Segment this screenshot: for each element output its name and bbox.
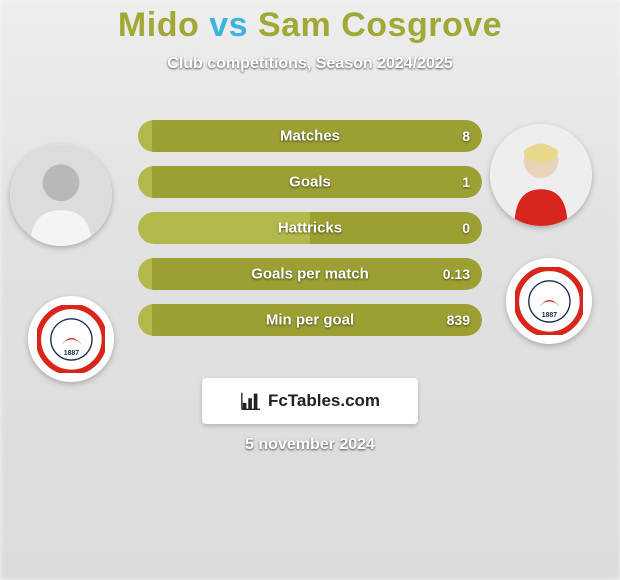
stat-row: Goals 1 — [138, 166, 482, 198]
crest-player1-svg: 1887 — [37, 305, 106, 374]
stat-row: Min per goal 839 — [138, 304, 482, 336]
stat-value-right: 839 — [447, 312, 470, 328]
site-logo-text: FcTables.com — [268, 391, 380, 411]
stat-label: Goals per match — [251, 266, 369, 283]
stat-value-right: 1 — [462, 174, 470, 190]
crest-player1: 1887 — [28, 296, 114, 382]
crest-player2-svg: 1887 — [515, 267, 584, 336]
stat-bars: Matches 8 Goals 1 Hattricks 0 Goals per match 0… — [138, 120, 482, 350]
stat-label: Min per goal — [266, 312, 354, 329]
stat-bar-left — [138, 166, 152, 198]
stat-row: Goals per match 0.13 — [138, 258, 482, 290]
content-root: Mido vs Sam Cosgrove Club competitions, … — [0, 0, 620, 580]
stat-bar-left — [138, 304, 152, 336]
avatar-player2 — [490, 124, 592, 226]
stat-value-right: 8 — [462, 128, 470, 144]
stat-row: Hattricks 0 — [138, 212, 482, 244]
date-label: 5 november 2024 — [0, 436, 620, 454]
stat-bar-left — [138, 120, 152, 152]
stat-bar-left — [138, 258, 152, 290]
stat-row: Matches 8 — [138, 120, 482, 152]
svg-text:1887: 1887 — [541, 312, 556, 319]
stat-label: Goals — [289, 174, 331, 191]
avatar-player1 — [10, 144, 112, 246]
site-logo[interactable]: FcTables.com — [202, 378, 418, 424]
avatar-player2-placeholder — [490, 124, 592, 226]
chart-icon — [240, 390, 262, 412]
stat-label: Matches — [280, 128, 340, 145]
crest-player2: 1887 — [506, 258, 592, 344]
svg-text:1887: 1887 — [63, 350, 78, 357]
page-title: Mido vs Sam Cosgrove — [0, 0, 620, 45]
avatar-player1-placeholder — [10, 144, 112, 246]
title-vs: vs — [209, 6, 248, 44]
stat-value-right: 0 — [462, 220, 470, 236]
stat-value-right: 0.13 — [443, 266, 470, 282]
title-player2: Sam Cosgrove — [258, 6, 502, 44]
title-player1: Mido — [118, 6, 199, 44]
subtitle: Club competitions, Season 2024/2025 — [0, 55, 620, 73]
stat-label: Hattricks — [278, 220, 342, 237]
